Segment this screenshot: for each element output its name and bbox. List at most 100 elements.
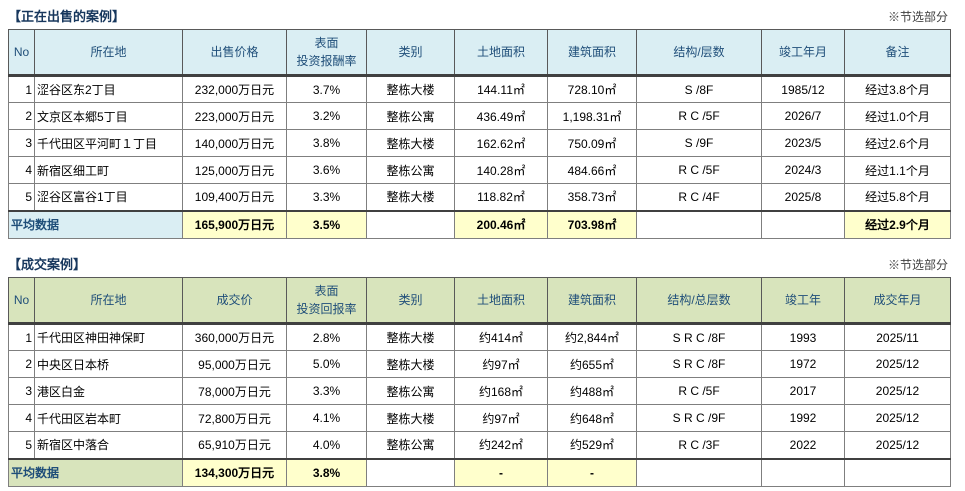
table-row: 4 新宿区细工町 125,000万日元 3.6% 整栋公寓 140.28㎡ 48…: [8, 156, 951, 184]
cell-structure: S /8F: [636, 75, 762, 103]
cell-completion: 2024/3: [761, 156, 845, 184]
cell-yield: 3.8%: [286, 129, 367, 157]
cell-remark: 经过1.1个月: [844, 156, 951, 184]
col-header-completion: 竣工年月: [761, 29, 845, 77]
cell-category: 整栋公寓: [366, 431, 455, 459]
cell-deal-date: 2025/12: [844, 350, 951, 378]
average-label: 平均数据: [8, 457, 183, 487]
cell-no: 1: [8, 323, 35, 351]
cell-price: 125,000万日元: [182, 156, 287, 184]
section-spacer: [8, 239, 957, 252]
sale-table: No 所在地 出售价格 表面 投资报酬率 类别 土地面积 建筑面积 结构/层数 …: [8, 29, 951, 239]
col-header-deal-date: 成交年月: [844, 277, 951, 325]
cell-deal-date: 2025/12: [844, 377, 951, 405]
cell-completion-year: 1972: [761, 350, 845, 378]
cell-structure: S R C /9F: [636, 404, 762, 432]
cell-completion-year: 2017: [761, 377, 845, 405]
cell-yield: 4.1%: [286, 404, 367, 432]
cell-location: 中央区日本桥: [34, 350, 183, 378]
cell-structure: R C /5F: [636, 102, 762, 130]
cell-structure: S R C /8F: [636, 323, 762, 351]
average-yield: 3.8%: [286, 457, 367, 487]
average-row: 平均数据 165,900万日元 3.5% 200.46㎡ 703.98㎡ 经过2…: [8, 209, 951, 239]
sold-table: No 所在地 成交价 表面 投资回报率 类别 土地面积 建筑面积 结构/总层数 …: [8, 277, 951, 487]
cell-no: 4: [8, 404, 35, 432]
cell-yield: 3.3%: [286, 183, 367, 211]
cell-building-area: 728.10㎡: [547, 75, 637, 103]
cell-land-area: 约97㎡: [454, 404, 548, 432]
cell-category: 整栋公寓: [366, 377, 455, 405]
col-header-land-area: 土地面积: [454, 277, 548, 325]
cell-category: 整栋公寓: [366, 156, 455, 184]
cell-location: 涩谷区富谷1丁目: [34, 183, 183, 211]
average-building-area: 703.98㎡: [547, 209, 637, 239]
cell-yield: 2.8%: [286, 323, 367, 351]
cell-building-area: 750.09㎡: [547, 129, 637, 157]
cell-deal-price: 72,800万日元: [182, 404, 287, 432]
col-header-land-area: 土地面积: [454, 29, 548, 77]
average-price: 165,900万日元: [182, 209, 287, 239]
cell-location: 新宿区细工町: [34, 156, 183, 184]
cell-no: 1: [8, 75, 35, 103]
average-land-area: -: [454, 457, 548, 487]
cell-land-area: 约414㎡: [454, 323, 548, 351]
cell-land-area: 144.11㎡: [454, 75, 548, 103]
cell-category: 整栋大楼: [366, 323, 455, 351]
cell-category: 整栋大楼: [366, 350, 455, 378]
average-completion: [761, 209, 845, 239]
table-row: 3 港区白金 78,000万日元 3.3% 整栋公寓 约168㎡ 约488㎡ R…: [8, 377, 951, 405]
cell-no: 3: [8, 377, 35, 405]
cell-price: 223,000万日元: [182, 102, 287, 130]
col-header-category: 类别: [366, 29, 455, 77]
cell-location: 文京区本郷5丁目: [34, 102, 183, 130]
col-header-building-area: 建筑面积: [547, 29, 637, 77]
cell-land-area: 约168㎡: [454, 377, 548, 405]
col-header-remark: 备注: [844, 29, 951, 77]
cell-deal-date: 2025/12: [844, 404, 951, 432]
cell-building-area: 约529㎡: [547, 431, 637, 459]
cell-location: 港区白金: [34, 377, 183, 405]
cell-building-area: 约488㎡: [547, 377, 637, 405]
cell-land-area: 118.82㎡: [454, 183, 548, 211]
cell-no: 2: [8, 350, 35, 378]
cell-location: 千代田区神田神保町: [34, 323, 183, 351]
cell-structure: R C /5F: [636, 156, 762, 184]
average-deal-price: 134,300万日元: [182, 457, 287, 487]
col-header-category: 类别: [366, 277, 455, 325]
cell-building-area: 484.66㎡: [547, 156, 637, 184]
table-row: 3 千代田区平河町１丁目 140,000万日元 3.8% 整栋大楼 162.62…: [8, 129, 951, 157]
cell-deal-date: 2025/12: [844, 431, 951, 459]
col-header-no: No: [8, 29, 35, 77]
table-row: 5 新宿区中落合 65,910万日元 4.0% 整栋公寓 约242㎡ 约529㎡…: [8, 431, 951, 459]
sale-table-title-row: 【正在出售的案例】 ※节选部分: [8, 6, 950, 25]
cell-deal-price: 65,910万日元: [182, 431, 287, 459]
average-structure: [636, 209, 762, 239]
cell-completion: 2023/5: [761, 129, 845, 157]
cell-price: 109,400万日元: [182, 183, 287, 211]
cell-building-area: 约2,844㎡: [547, 323, 637, 351]
cell-deal-price: 360,000万日元: [182, 323, 287, 351]
cell-land-area: 140.28㎡: [454, 156, 548, 184]
cell-remark: 经过5.8个月: [844, 183, 951, 211]
col-header-location: 所在地: [34, 29, 183, 77]
cell-location: 涩谷区东2丁目: [34, 75, 183, 103]
cell-structure: R C /3F: [636, 431, 762, 459]
sold-header-row: No 所在地 成交价 表面 投资回报率 类别 土地面积 建筑面积 结构/总层数 …: [8, 277, 951, 325]
sold-table-title-row: 【成交案例】 ※节选部分: [8, 254, 950, 273]
cell-price: 232,000万日元: [182, 75, 287, 103]
cell-land-area: 约242㎡: [454, 431, 548, 459]
cell-remark: 经过3.8个月: [844, 75, 951, 103]
col-header-building-area: 建筑面积: [547, 277, 637, 325]
table-row: 5 涩谷区富谷1丁目 109,400万日元 3.3% 整栋大楼 118.82㎡ …: [8, 183, 951, 211]
table-row: 4 千代田区岩本町 72,800万日元 4.1% 整栋大楼 约97㎡ 约648㎡…: [8, 404, 951, 432]
cell-building-area: 约648㎡: [547, 404, 637, 432]
cell-no: 2: [8, 102, 35, 130]
cell-yield: 3.2%: [286, 102, 367, 130]
average-category: [366, 209, 455, 239]
col-header-structure: 结构/总层数: [636, 277, 762, 325]
table-row: 1 涩谷区东2丁目 232,000万日元 3.7% 整栋大楼 144.11㎡ 7…: [8, 75, 951, 103]
cell-deal-date: 2025/11: [844, 323, 951, 351]
average-building-area: -: [547, 457, 637, 487]
col-header-location: 所在地: [34, 277, 183, 325]
